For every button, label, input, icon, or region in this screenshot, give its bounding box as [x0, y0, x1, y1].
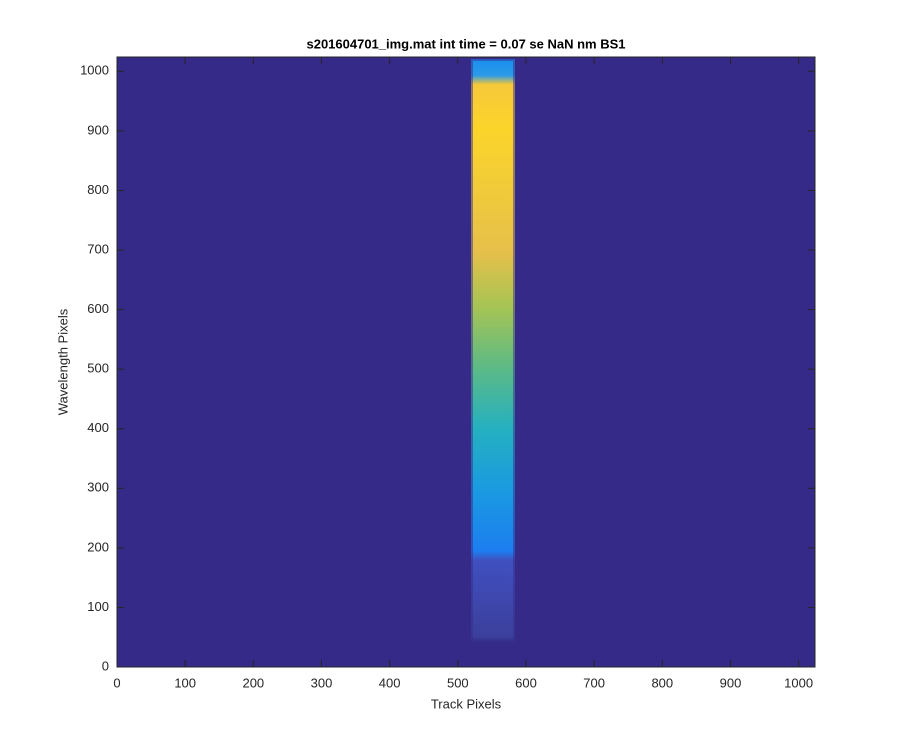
- y-tick-label: 900: [87, 122, 109, 137]
- axes-background: [117, 57, 815, 667]
- x-tick-label: 1000: [784, 675, 813, 690]
- y-tick-label: 200: [87, 539, 109, 554]
- y-tick-label: 500: [87, 361, 109, 376]
- x-tick-label: 400: [379, 675, 401, 690]
- x-tick-label: 700: [583, 675, 605, 690]
- x-tick-label: 100: [174, 675, 196, 690]
- x-tick-label: 0: [113, 675, 120, 690]
- x-tick-label: 300: [311, 675, 333, 690]
- spectrum-band: [471, 59, 515, 647]
- y-tick-label: 800: [87, 182, 109, 197]
- y-tick-label: 1000: [80, 63, 109, 78]
- x-tick-label: 800: [651, 675, 673, 690]
- x-tick-label: 900: [720, 675, 742, 690]
- y-tick-label: 0: [102, 658, 109, 673]
- chart-title: s201604701_img.mat int time = 0.07 se Na…: [306, 36, 625, 51]
- y-axis-label: Wavelength Pixels: [55, 308, 70, 415]
- x-tick-label: 600: [515, 675, 537, 690]
- y-tick-label: 100: [87, 599, 109, 614]
- y-tick-label: 600: [87, 301, 109, 316]
- x-axis-label: Track Pixels: [431, 696, 502, 711]
- axes-box: [116, 56, 816, 668]
- y-tick-label: 400: [87, 420, 109, 435]
- y-tick-label: 700: [87, 241, 109, 256]
- band-edge: [469, 57, 517, 649]
- x-tick-label: 200: [242, 675, 264, 690]
- y-tick-label: 300: [87, 480, 109, 495]
- x-tick-label: 500: [447, 675, 469, 690]
